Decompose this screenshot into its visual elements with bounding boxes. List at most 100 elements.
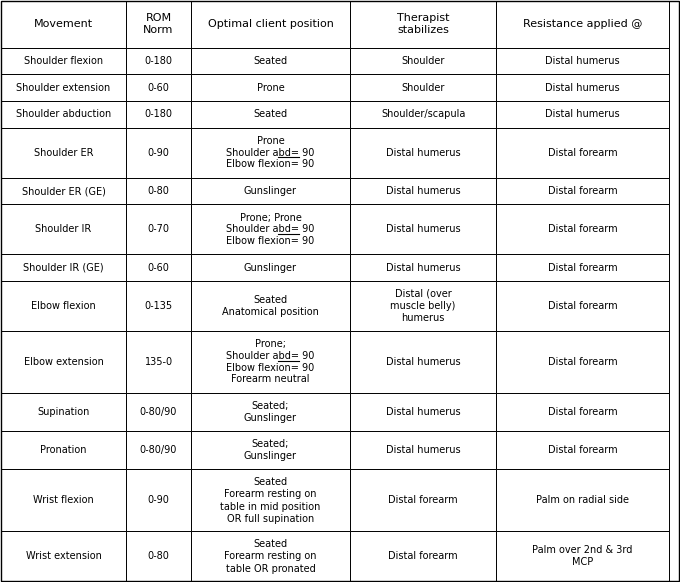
Bar xyxy=(191,254,350,281)
Bar xyxy=(496,101,669,127)
Text: Distal forearm: Distal forearm xyxy=(547,224,617,235)
Text: 0-180: 0-180 xyxy=(145,56,173,66)
Bar xyxy=(350,1,496,48)
Bar xyxy=(496,393,669,431)
Text: 0-90: 0-90 xyxy=(148,148,169,158)
Bar xyxy=(1,331,126,393)
Text: Shoulder ER (GE): Shoulder ER (GE) xyxy=(22,186,105,196)
Text: Elbow flexion: Elbow flexion xyxy=(31,301,96,311)
Text: 0-180: 0-180 xyxy=(145,109,173,119)
Text: Distal humerus: Distal humerus xyxy=(545,109,620,119)
Bar xyxy=(191,127,350,178)
Text: Shoulder IR: Shoulder IR xyxy=(35,224,92,235)
Text: Prone;: Prone; xyxy=(255,339,286,349)
Text: Pronation: Pronation xyxy=(40,445,87,455)
Text: 0-60: 0-60 xyxy=(148,83,169,93)
Text: Shoulder abduction: Shoulder abduction xyxy=(16,109,111,119)
Bar xyxy=(1,74,126,101)
Bar xyxy=(350,254,496,281)
Bar xyxy=(191,1,350,48)
Text: Seated: Seated xyxy=(254,56,288,66)
Text: 0-135: 0-135 xyxy=(144,301,173,311)
Bar xyxy=(191,281,350,331)
Bar xyxy=(350,101,496,127)
Text: Palm over 2nd & 3rd
MCP: Palm over 2nd & 3rd MCP xyxy=(532,545,632,567)
Text: Distal forearm: Distal forearm xyxy=(547,407,617,417)
Bar xyxy=(126,204,191,254)
Text: Shoulder extension: Shoulder extension xyxy=(16,83,111,93)
Text: Distal forearm: Distal forearm xyxy=(547,148,617,158)
Text: 0-80: 0-80 xyxy=(148,186,169,196)
Bar xyxy=(126,254,191,281)
Text: Shoulder flexion: Shoulder flexion xyxy=(24,56,103,66)
Bar xyxy=(191,531,350,581)
Text: ROM
Norm: ROM Norm xyxy=(143,13,173,36)
Bar xyxy=(496,1,669,48)
Text: Therapist
stabilizes: Therapist stabilizes xyxy=(397,13,449,36)
Text: Optimal client position: Optimal client position xyxy=(207,19,333,29)
Bar xyxy=(191,331,350,393)
Text: Shoulder IR (GE): Shoulder IR (GE) xyxy=(23,262,104,273)
Text: Seated
Forearm resting on
table OR pronated: Seated Forearm resting on table OR prona… xyxy=(224,539,317,574)
Text: Distal forearm: Distal forearm xyxy=(547,262,617,273)
Bar xyxy=(350,204,496,254)
Text: Seated
Anatomical position: Seated Anatomical position xyxy=(222,295,319,317)
Bar xyxy=(191,393,350,431)
Text: Shoulder ER: Shoulder ER xyxy=(34,148,93,158)
Bar xyxy=(1,48,126,74)
Bar xyxy=(126,127,191,178)
Text: Distal forearm: Distal forearm xyxy=(547,186,617,196)
Bar xyxy=(350,470,496,531)
Text: Seated
Forearm resting on
table in mid position
OR full supination: Seated Forearm resting on table in mid p… xyxy=(220,477,321,524)
Bar xyxy=(191,204,350,254)
Bar xyxy=(191,178,350,204)
Bar xyxy=(350,531,496,581)
Bar xyxy=(191,48,350,74)
Text: Distal humerus: Distal humerus xyxy=(545,83,620,93)
Text: Distal humerus: Distal humerus xyxy=(386,148,460,158)
Text: Wrist extension: Wrist extension xyxy=(26,551,101,561)
Text: Resistance applied @: Resistance applied @ xyxy=(523,19,642,29)
Bar xyxy=(496,254,669,281)
Bar xyxy=(1,178,126,204)
Bar xyxy=(350,281,496,331)
Bar xyxy=(191,74,350,101)
Bar xyxy=(350,48,496,74)
Bar xyxy=(191,431,350,470)
Bar xyxy=(126,101,191,127)
Text: Distal humerus: Distal humerus xyxy=(386,445,460,455)
Bar xyxy=(350,331,496,393)
Bar xyxy=(126,393,191,431)
Bar xyxy=(126,178,191,204)
Text: 135-0: 135-0 xyxy=(144,357,173,367)
Text: Elbow extension: Elbow extension xyxy=(24,357,103,367)
Text: Forearm neutral: Forearm neutral xyxy=(231,374,309,385)
Text: 0-80/90: 0-80/90 xyxy=(140,445,177,455)
Bar xyxy=(1,470,126,531)
Bar xyxy=(126,48,191,74)
Bar xyxy=(496,331,669,393)
Text: Distal forearm: Distal forearm xyxy=(547,357,617,367)
Bar xyxy=(126,74,191,101)
Bar xyxy=(1,204,126,254)
Text: Wrist flexion: Wrist flexion xyxy=(33,495,94,505)
Bar xyxy=(350,74,496,101)
Text: 0-70: 0-70 xyxy=(148,224,169,235)
Text: Distal forearm: Distal forearm xyxy=(388,551,458,561)
Bar xyxy=(126,531,191,581)
Bar xyxy=(126,470,191,531)
Text: Shoulder abd= 90: Shoulder abd= 90 xyxy=(226,148,315,158)
Text: Seated;
Gunslinger: Seated; Gunslinger xyxy=(244,401,297,423)
Bar xyxy=(1,254,126,281)
Bar xyxy=(191,470,350,531)
Text: Prone: Prone xyxy=(256,136,284,146)
Text: Elbow flexion= 90: Elbow flexion= 90 xyxy=(226,159,315,169)
Text: 0-60: 0-60 xyxy=(148,262,169,273)
Text: Shoulder: Shoulder xyxy=(401,56,445,66)
Text: Gunslinger: Gunslinger xyxy=(244,262,297,273)
Bar xyxy=(496,204,669,254)
Text: Distal humerus: Distal humerus xyxy=(545,56,620,66)
Text: Distal humerus: Distal humerus xyxy=(386,407,460,417)
Bar xyxy=(350,127,496,178)
Bar xyxy=(1,281,126,331)
